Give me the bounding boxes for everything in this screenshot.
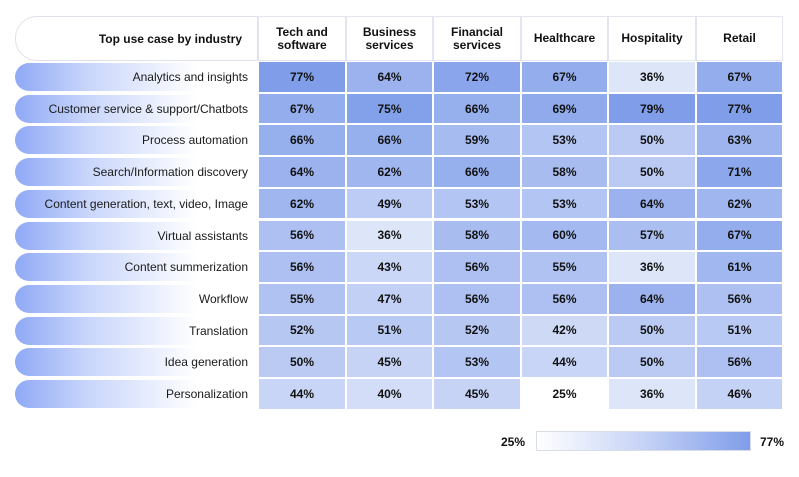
heatmap-cell: 53% — [433, 187, 521, 220]
heatmap-cell: 64% — [608, 282, 696, 315]
column-header: Hospitality — [608, 16, 696, 61]
legend-min-label: 25% — [501, 435, 526, 449]
heatmap-cell: 60% — [521, 219, 608, 252]
heatmap-cell: 51% — [696, 314, 783, 347]
row-label: Idea generation — [15, 348, 258, 377]
heatmap-cell: 52% — [433, 314, 521, 347]
heatmap-cell: 77% — [258, 61, 346, 93]
heatmap-cell: 53% — [433, 346, 521, 378]
heatmap-cell: 67% — [696, 61, 783, 93]
row-label: Translation — [15, 316, 258, 345]
heatmap-cell: 46% — [696, 378, 783, 410]
heatmap-cell: 75% — [346, 92, 433, 125]
row-label: Content generation, text, video, Image — [15, 189, 258, 218]
heatmap-cell: 52% — [258, 314, 346, 347]
heatmap-cell: 62% — [258, 187, 346, 220]
heatmap-cell: 49% — [346, 187, 433, 220]
heatmap-cell: 56% — [258, 251, 346, 283]
heatmap-cell: 50% — [608, 314, 696, 347]
heatmap-cell: 67% — [258, 92, 346, 125]
heatmap-cell: 62% — [696, 187, 783, 220]
heatmap-cell: 66% — [346, 124, 433, 157]
legend-max-label: 77% — [760, 435, 785, 449]
heatmap-cell: 67% — [696, 219, 783, 252]
column-header: Business services — [346, 16, 433, 61]
heatmap-cell: 36% — [608, 378, 696, 410]
column-header: Financial services — [433, 16, 521, 61]
column-header: Healthcare — [521, 16, 608, 61]
heatmap-cell: 66% — [433, 156, 521, 188]
heatmap-cell: 50% — [258, 346, 346, 378]
heatmap-cell: 64% — [608, 187, 696, 220]
row-label: Personalization — [15, 380, 258, 408]
heatmap-cell: 55% — [521, 251, 608, 283]
heatmap-cell: 53% — [521, 124, 608, 157]
heatmap-cell: 58% — [521, 156, 608, 188]
heatmap-cell: 59% — [433, 124, 521, 157]
heatmap-cell: 61% — [696, 251, 783, 283]
heatmap-cell: 50% — [608, 346, 696, 378]
row-label: Content summerization — [15, 253, 258, 282]
heatmap-cell: 36% — [346, 219, 433, 252]
heatmap-cell: 69% — [521, 92, 608, 125]
heatmap-cell: 77% — [696, 92, 783, 125]
heatmap-cell: 44% — [521, 346, 608, 378]
heatmap-cell: 50% — [608, 156, 696, 188]
column-header: Tech and software — [258, 16, 346, 61]
heatmap-cell: 66% — [258, 124, 346, 157]
heatmap-cell: 42% — [521, 314, 608, 347]
heatmap-cell: 56% — [258, 219, 346, 252]
heatmap-cell: 45% — [346, 346, 433, 378]
heatmap-cell: 72% — [433, 61, 521, 93]
heatmap-cell: 56% — [433, 251, 521, 283]
heatmap-cell: 40% — [346, 378, 433, 410]
heatmap-cell: 64% — [346, 61, 433, 93]
row-label: Analytics and insights — [15, 63, 258, 91]
heatmap-cell: 50% — [608, 124, 696, 157]
row-label: Workflow — [15, 284, 258, 313]
heatmap-cell: 67% — [521, 61, 608, 93]
heatmap-cell: 47% — [346, 282, 433, 315]
heatmap-cell: 56% — [521, 282, 608, 315]
heatmap-cell: 45% — [433, 378, 521, 410]
heatmap-cell: 62% — [346, 156, 433, 188]
heatmap-cell: 53% — [521, 187, 608, 220]
heatmap-cell: 64% — [258, 156, 346, 188]
heatmap-cell: 58% — [433, 219, 521, 252]
heatmap-cell: 63% — [696, 124, 783, 157]
heatmap-cell: 56% — [433, 282, 521, 315]
row-label: Search/Information discovery — [15, 158, 258, 187]
heatmap-cell: 71% — [696, 156, 783, 188]
heatmap-cell: 36% — [608, 61, 696, 93]
heatmap-cell: 44% — [258, 378, 346, 410]
heatmap-cell: 56% — [696, 282, 783, 315]
row-label: Virtual assistants — [15, 221, 258, 250]
heatmap-cell: 51% — [346, 314, 433, 347]
heatmap-cell: 56% — [696, 346, 783, 378]
row-label: Process automation — [15, 126, 258, 155]
heatmap-cell: 25% — [521, 378, 608, 410]
table-title: Top use case by industry — [15, 16, 258, 61]
heatmap-cell: 55% — [258, 282, 346, 315]
heatmap-cell: 36% — [608, 251, 696, 283]
heatmap-cell: 79% — [608, 92, 696, 125]
row-label: Customer service & support/Chatbots — [15, 94, 258, 123]
heatmap-cell: 66% — [433, 92, 521, 125]
column-header: Retail — [696, 16, 783, 61]
heatmap-cell: 57% — [608, 219, 696, 252]
legend-gradient-bar — [536, 431, 751, 451]
heatmap-cell: 43% — [346, 251, 433, 283]
